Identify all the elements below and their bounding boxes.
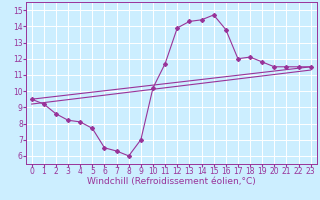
X-axis label: Windchill (Refroidissement éolien,°C): Windchill (Refroidissement éolien,°C) bbox=[87, 177, 256, 186]
